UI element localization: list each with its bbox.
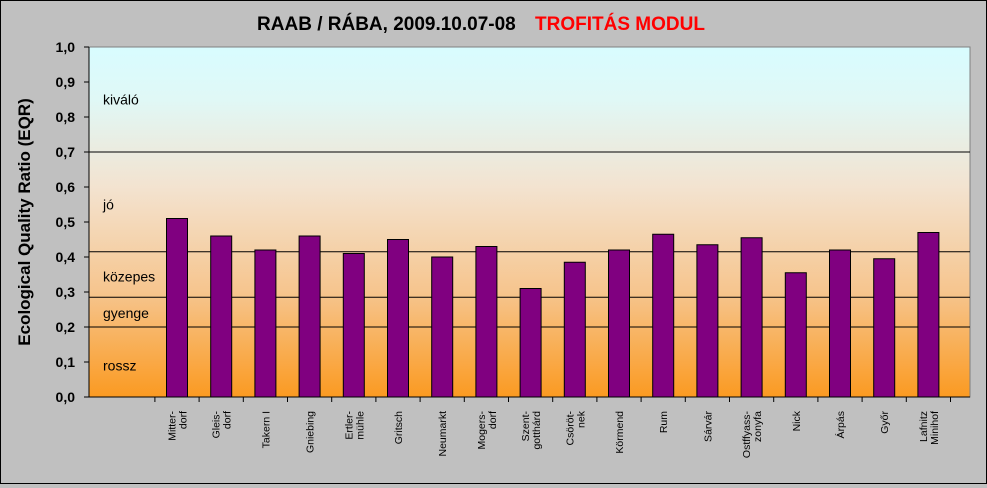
bar (917, 232, 940, 398)
y-tick-label: 0,3 (56, 284, 76, 300)
x-tick-label: Mitter-dorf (167, 411, 190, 441)
class-label: közepes (103, 268, 155, 284)
bar (298, 235, 321, 398)
chart-title: RAAB / RÁBA, 2009.10.07-08 TROFITÁS MODU… (257, 13, 705, 35)
bar (873, 258, 896, 398)
x-tick-label: Árpás (834, 411, 847, 438)
x-tick-label: Takern I (260, 411, 272, 448)
y-tick-label: 1,0 (56, 39, 76, 55)
y-tick-label: 0,4 (56, 249, 76, 265)
x-tick-label: Nick (791, 410, 803, 431)
x-tick-label: Győr (879, 411, 891, 434)
class-label: jó (102, 197, 114, 213)
y-tick-label: 0,0 (56, 389, 76, 405)
x-tick-label: Szent-gotthárd (520, 411, 543, 450)
chart-title-accent: TROFITÁS MODUL (535, 13, 705, 35)
bars (166, 218, 940, 398)
bar (563, 261, 586, 398)
class-labels: kiváló jó közepes gyenge rossz (102, 92, 155, 374)
bar (342, 253, 365, 398)
bar (608, 249, 630, 398)
bar (652, 233, 675, 398)
x-tick-label: Neumarkt (437, 411, 449, 457)
y-tick-label: 0,7 (56, 144, 76, 160)
x-tick-label: Sárvár (702, 411, 714, 442)
bar (740, 237, 763, 398)
bar (519, 288, 542, 398)
x-tick-label: Gniebing (305, 411, 317, 453)
bar (431, 256, 454, 398)
y-tick-label: 0,2 (56, 319, 76, 335)
x-axis: Mitter-dorf Gleis-dorf Takern I Gniebing Ert… (89, 396, 970, 459)
y-axis: 0,0 0,1 0,2 0,3 0,4 0,5 0,6 0,7 0,8 0,9 1,0 (56, 39, 90, 405)
class-label: rossz (103, 358, 136, 374)
x-tick-label: Rum (658, 411, 670, 433)
bar (475, 246, 498, 398)
x-tick-label: Gritsch (393, 411, 405, 444)
bar (166, 218, 188, 398)
x-tick-label: Csöröt-nek (564, 410, 587, 445)
y-tick-label: 0,5 (56, 214, 76, 230)
x-tick-label: Mogers-dorf (476, 411, 499, 450)
bar (784, 272, 807, 398)
x-tick-label: Körmend (614, 411, 626, 454)
x-tick-label: Gleis-dorf (211, 410, 234, 438)
y-axis-label: Ecological Quality Ratio (EQR) (15, 98, 34, 345)
class-label: gyenge (103, 305, 149, 321)
bar (210, 235, 233, 398)
bar (829, 249, 851, 398)
x-tick-label: Ostffyass-zonyfa (741, 411, 764, 459)
class-label: kiváló (103, 92, 139, 108)
x-tick-label: LafnitzMinihof (918, 411, 941, 445)
bar (387, 239, 409, 398)
bar (254, 249, 277, 398)
y-tick-label: 0,8 (56, 109, 76, 125)
y-tick-label: 0,1 (56, 354, 76, 370)
bar (696, 244, 719, 398)
y-tick-label: 0,6 (56, 179, 76, 195)
x-tick-label: Ertler-mühle (343, 411, 366, 440)
chart-title-main: RAAB / RÁBA, 2009.10.07-08 (257, 13, 516, 35)
y-tick-label: 0,9 (56, 74, 76, 90)
